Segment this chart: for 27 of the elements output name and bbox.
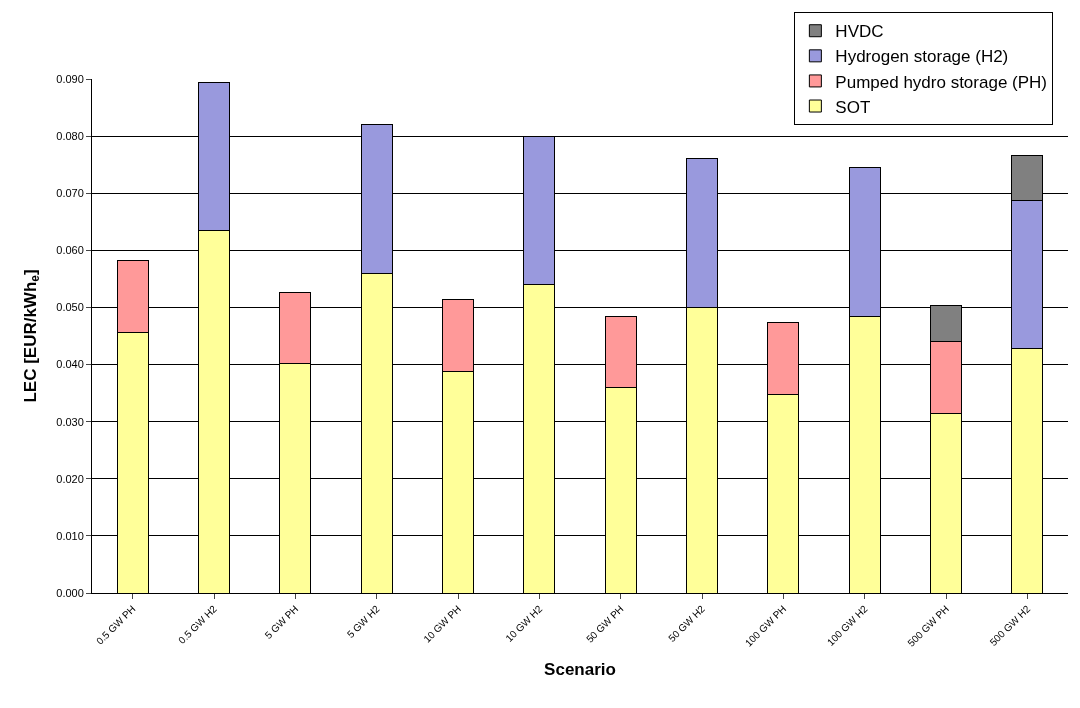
y-tick-label: 0.020	[56, 472, 84, 485]
legend-label: Pumped hydro storage (PH)	[835, 72, 1048, 92]
legend-label: HVDC	[835, 22, 884, 42]
x-tick-label: 5 GW PH	[262, 603, 301, 641]
x-tick-label: 100 GW PH	[742, 603, 789, 649]
x-tick-label: 10 GW H2	[503, 602, 545, 644]
legend-label: SOT	[835, 97, 871, 117]
x-tick-label: 500 GW H2	[987, 602, 1033, 648]
x-axis-title: Scenario	[544, 660, 616, 680]
y-tick-label: 0.080	[56, 129, 84, 142]
x-tick-label: 5 GW H2	[344, 602, 382, 641]
x-tick-label: 100 GW H2	[824, 602, 870, 648]
x-tick-label: 10 GW PH	[421, 603, 463, 645]
x-tick-label: 50 GW PH	[584, 603, 626, 645]
y-tick-label: 0.040	[56, 358, 84, 371]
x-tick-label: 0.5 GW H2	[176, 602, 220, 646]
y-tick-label: 0.050	[56, 301, 84, 314]
x-tick-label: 50 GW H2	[666, 602, 708, 644]
y-tick-label: 0.090	[56, 72, 84, 85]
y-tick-label: 0.070	[56, 187, 84, 200]
y-tick-label: 0.000	[56, 586, 84, 599]
legend-label: Hydrogen storage (H2)	[835, 47, 1009, 67]
x-tick-label: 500 GW PH	[905, 603, 951, 649]
y-tick-label: 0.010	[56, 529, 84, 542]
y-tick-label: 0.060	[56, 244, 84, 257]
x-tick-label: 0.5 GW PH	[94, 603, 138, 647]
y-tick-label: 0.030	[56, 415, 84, 428]
